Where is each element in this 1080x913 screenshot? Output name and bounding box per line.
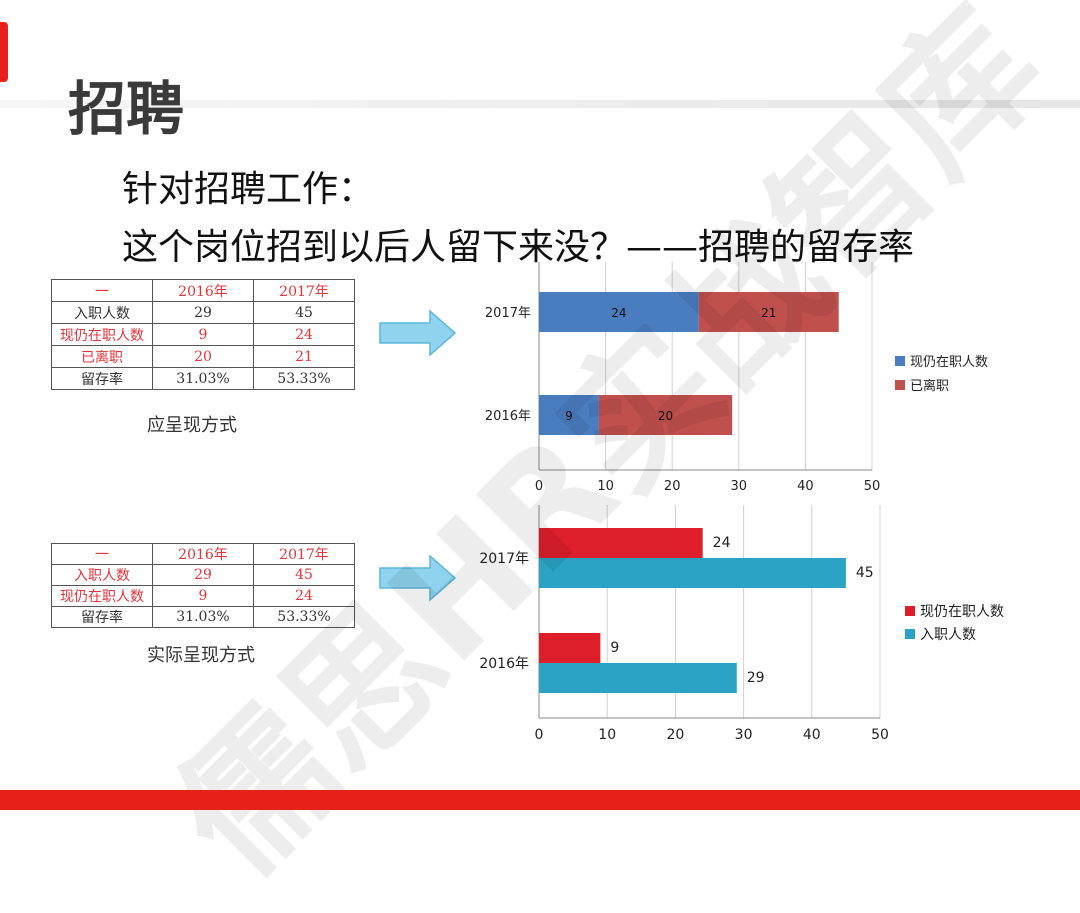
data-label: 29	[747, 670, 765, 686]
x-tick-label: 40	[803, 727, 821, 743]
data-label: 20	[658, 409, 673, 423]
legend-label: 现仍在职人数	[920, 604, 1004, 620]
table-cell: 53.33%	[253, 367, 355, 390]
legend-label: 已离职	[910, 378, 949, 394]
table-cell: 24	[253, 585, 355, 607]
bar	[539, 663, 737, 693]
subtitle-line-1: 针对招聘工作：	[122, 169, 375, 210]
table-cell: 现仍在职人数	[51, 323, 153, 346]
legend-swatch	[895, 356, 905, 366]
data-label: 21	[761, 306, 776, 320]
x-tick-label: 30	[731, 479, 748, 494]
data-label: 9	[565, 409, 573, 423]
x-tick-label: 30	[735, 727, 753, 743]
table-cell: 留存率	[51, 606, 153, 628]
bar	[539, 395, 599, 435]
actual-caption: 实际呈现方式	[147, 645, 255, 666]
arrow-right-icon	[379, 309, 457, 357]
table-cell: 2016年	[152, 279, 254, 302]
x-tick-label: 10	[598, 727, 616, 743]
table-row: 现仍在职人数 9 24	[51, 323, 355, 346]
arrow-right-icon	[379, 554, 457, 602]
table-header: 一 2016年 2017年	[51, 543, 355, 565]
bar	[539, 292, 699, 332]
footer-bar	[0, 790, 1080, 810]
bar	[539, 633, 601, 663]
header-divider	[0, 100, 1080, 108]
legend-swatch	[905, 606, 915, 616]
table-cell: 31.03%	[152, 606, 254, 628]
x-tick-label: 0	[535, 479, 543, 494]
bar	[598, 395, 733, 435]
data-label: 45	[856, 565, 874, 581]
data-label: 24	[713, 535, 731, 551]
actual-table: 一 2016年 2017年 入职人数 29 45 现仍在职人数 9 24 留存率 31.03% 53.…	[51, 543, 355, 628]
bar	[539, 528, 703, 558]
legend-label: 入职人数	[920, 627, 976, 643]
table-cell: 已离职	[51, 345, 153, 368]
data-label: 9	[610, 640, 619, 656]
legend-swatch	[895, 380, 905, 390]
expected-table: 一 2016年 2017年 入职人数 29 45 现仍在职人数 9 24 已离职 20 21 留存率 31…	[51, 279, 355, 390]
y-tick-label: 2017年	[479, 551, 529, 567]
table-cell: 45	[253, 301, 355, 324]
y-tick-label: 2017年	[485, 306, 531, 321]
table-cell: 2016年	[152, 543, 254, 565]
x-tick-label: 0	[535, 727, 544, 743]
table-cell: 一	[51, 279, 153, 302]
table-header: 一 2016年 2017年	[51, 279, 355, 302]
bar	[539, 558, 846, 588]
legend-swatch	[905, 629, 915, 639]
x-tick-label: 40	[797, 479, 814, 494]
expected-caption: 应呈现方式	[147, 415, 237, 436]
table-cell: 29	[152, 564, 254, 586]
table-row: 已离职 20 21	[51, 345, 355, 368]
subtitle-line-2: 这个岗位招到以后人留下来没？——招聘的留存率	[122, 227, 915, 268]
table-row: 留存率 31.03% 53.33%	[51, 367, 355, 390]
x-tick-label: 50	[864, 479, 881, 494]
table-cell: 20	[152, 345, 254, 368]
x-tick-label: 10	[597, 479, 614, 494]
page-title: 招聘	[68, 75, 185, 143]
y-tick-label: 2016年	[479, 656, 529, 672]
legend-label: 现仍在职人数	[910, 355, 988, 370]
x-tick-label: 20	[666, 727, 684, 743]
y-tick-label: 2016年	[485, 409, 531, 424]
accent-tab	[0, 22, 8, 82]
table-cell: 2017年	[253, 279, 355, 302]
table-row: 留存率 31.03% 53.33%	[51, 606, 355, 628]
table-row: 现仍在职人数 9 24	[51, 585, 355, 607]
x-tick-label: 50	[871, 727, 889, 743]
x-tick-label: 20	[664, 479, 681, 494]
table-cell: 31.03%	[152, 367, 254, 390]
data-label: 24	[611, 306, 626, 320]
table-cell: 53.33%	[253, 606, 355, 628]
bar	[698, 292, 839, 332]
